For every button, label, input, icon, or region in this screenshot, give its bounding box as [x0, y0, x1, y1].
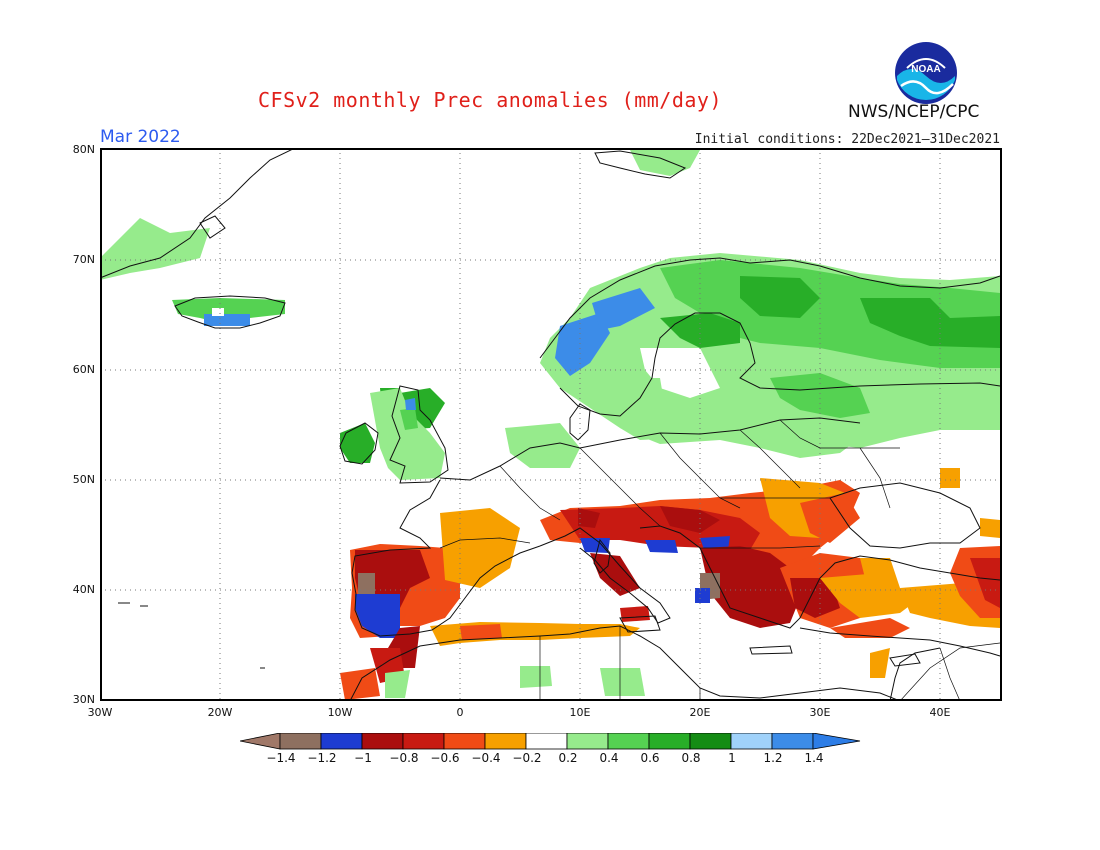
lon-label-20e: 20E [689, 706, 711, 719]
colorbar-label: 1.4 [804, 751, 824, 765]
colorbar-box [361, 733, 404, 750]
colorbar-box [443, 733, 486, 750]
lon-label-30w: 30W [87, 706, 113, 719]
colorbar-box [402, 733, 445, 750]
lon-label-30e: 30E [809, 706, 831, 719]
colorbar [240, 733, 861, 750]
anomaly-field [101, 150, 1000, 700]
colorbar-box [320, 733, 363, 750]
anomaly-british-isles [340, 423, 375, 463]
colorbar-label: 0.6 [640, 751, 660, 765]
anomaly-greece [700, 546, 800, 628]
colorbar-label: 1.2 [763, 751, 783, 765]
lon-label-10w: 10W [327, 706, 353, 719]
colorbar-label: 0.8 [681, 751, 701, 765]
lon-label-20w: 20W [207, 706, 233, 719]
colorbar-label: −1.4 [266, 751, 296, 765]
anomaly-greenland [101, 218, 210, 280]
coastlines [101, 149, 1001, 700]
colorbar-label: −0.8 [389, 751, 419, 765]
colorbar-under-arrow [240, 733, 281, 750]
colorbar-label: 0.4 [599, 751, 619, 765]
colorbar-label: 1 [728, 751, 736, 765]
lat-label-80n: 80N [72, 143, 95, 156]
colorbar-box [648, 733, 691, 750]
colorbar-label: −1.2 [307, 751, 337, 765]
colorbar-label: 0.2 [558, 751, 578, 765]
colorbar-label: −1 [354, 751, 372, 765]
colorbar-box [771, 733, 814, 750]
colorbar-label: −0.4 [471, 751, 501, 765]
colorbar-box [730, 733, 773, 750]
lat-label-30n: 30N [72, 693, 95, 706]
noaa-logo: NOAA [895, 42, 957, 104]
colorbar-box [525, 733, 568, 750]
map-title: CFSv2 monthly Prec anomalies (mm/day) [257, 88, 723, 112]
colorbar-box [279, 733, 322, 750]
lon-label-40e: 40E [929, 706, 951, 719]
lon-label-0: 0 [456, 706, 464, 719]
colorbar-label: −0.6 [430, 751, 460, 765]
colorbar-over-arrow [812, 733, 861, 750]
anomaly-svalbard [630, 150, 700, 176]
initial-conditions: Initial conditions: 22Dec2021–31Dec2021 [694, 132, 1000, 147]
anomaly-iceland [172, 298, 285, 324]
map-panel [100, 148, 1002, 701]
colorbar-box [566, 733, 609, 750]
lat-label-40n: 40N [72, 583, 95, 596]
lat-label-50n: 50N [72, 473, 95, 486]
lat-label-60n: 60N [72, 363, 95, 376]
lon-label-10e: 10E [569, 706, 591, 719]
logo-text: NOAA [911, 64, 940, 75]
lat-label-70n: 70N [72, 253, 95, 266]
colorbar-box [689, 733, 732, 750]
colorbar-box [484, 733, 527, 750]
org-label: NWS/NCEP/CPC [848, 102, 980, 122]
map-grid [101, 149, 1001, 700]
forecast-month: Mar 2022 [100, 127, 181, 147]
colorbar-label: −0.2 [512, 751, 542, 765]
colorbar-box [607, 733, 650, 750]
